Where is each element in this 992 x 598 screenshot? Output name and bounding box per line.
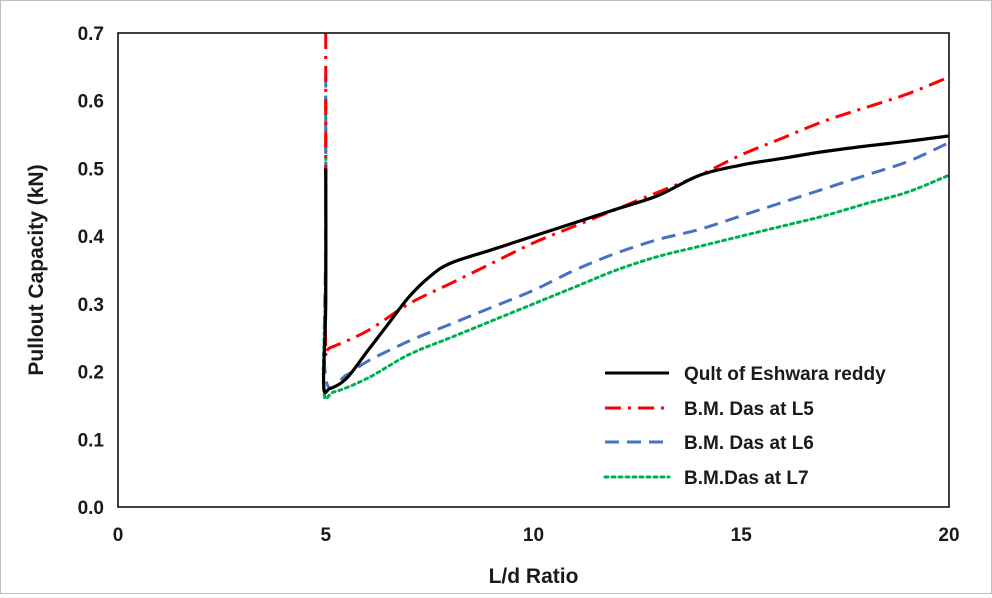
legend-label-bm-das-l7: B.M.Das at L7 (684, 468, 809, 489)
y-axis-title: Pullout Capacity (kN) (25, 164, 48, 375)
y-tick-label: 0.4 (78, 227, 105, 248)
x-tick-label: 5 (320, 525, 331, 546)
x-tick-label: 15 (731, 525, 753, 546)
y-tick-label: 0.0 (78, 498, 104, 519)
legend-label-bm-das-l6: B.M. Das at L6 (684, 433, 814, 454)
series-line-bm-das-l7 (321, 99, 951, 401)
y-tick-label: 0.3 (78, 295, 104, 316)
x-axis-title: L/d Ratio (489, 565, 579, 588)
series-line-qult-eshwara-reddy (321, 134, 950, 395)
x-tick-label: 20 (938, 525, 959, 546)
axes: 0.0 0.1 0.2 0.3 0.4 0.5 0.6 0.7 0 5 10 15 20 (78, 24, 960, 546)
legend: Qult of Eshwara reddy B.M. Das at L5 B.M… (603, 364, 886, 489)
y-tick-label: 0.1 (78, 430, 105, 451)
series-line-bm-das-l6 (322, 73, 950, 390)
y-tick-label: 0.7 (78, 24, 104, 45)
y-tick-label: 0.2 (78, 363, 104, 384)
plot-area (321, 33, 951, 401)
legend-label-bm-das-l5: B.M. Das at L5 (684, 399, 814, 420)
y-tick-label: 0.5 (78, 159, 105, 180)
y-tick-label: 0.6 (78, 92, 104, 113)
series-line-bm-das-l5 (323, 33, 950, 359)
legend-label-qult-eshwara-reddy: Qult of Eshwara reddy (684, 364, 886, 385)
x-tick-label: 10 (523, 525, 544, 546)
x-tick-label: 0 (113, 525, 124, 546)
plot-border (117, 32, 950, 508)
